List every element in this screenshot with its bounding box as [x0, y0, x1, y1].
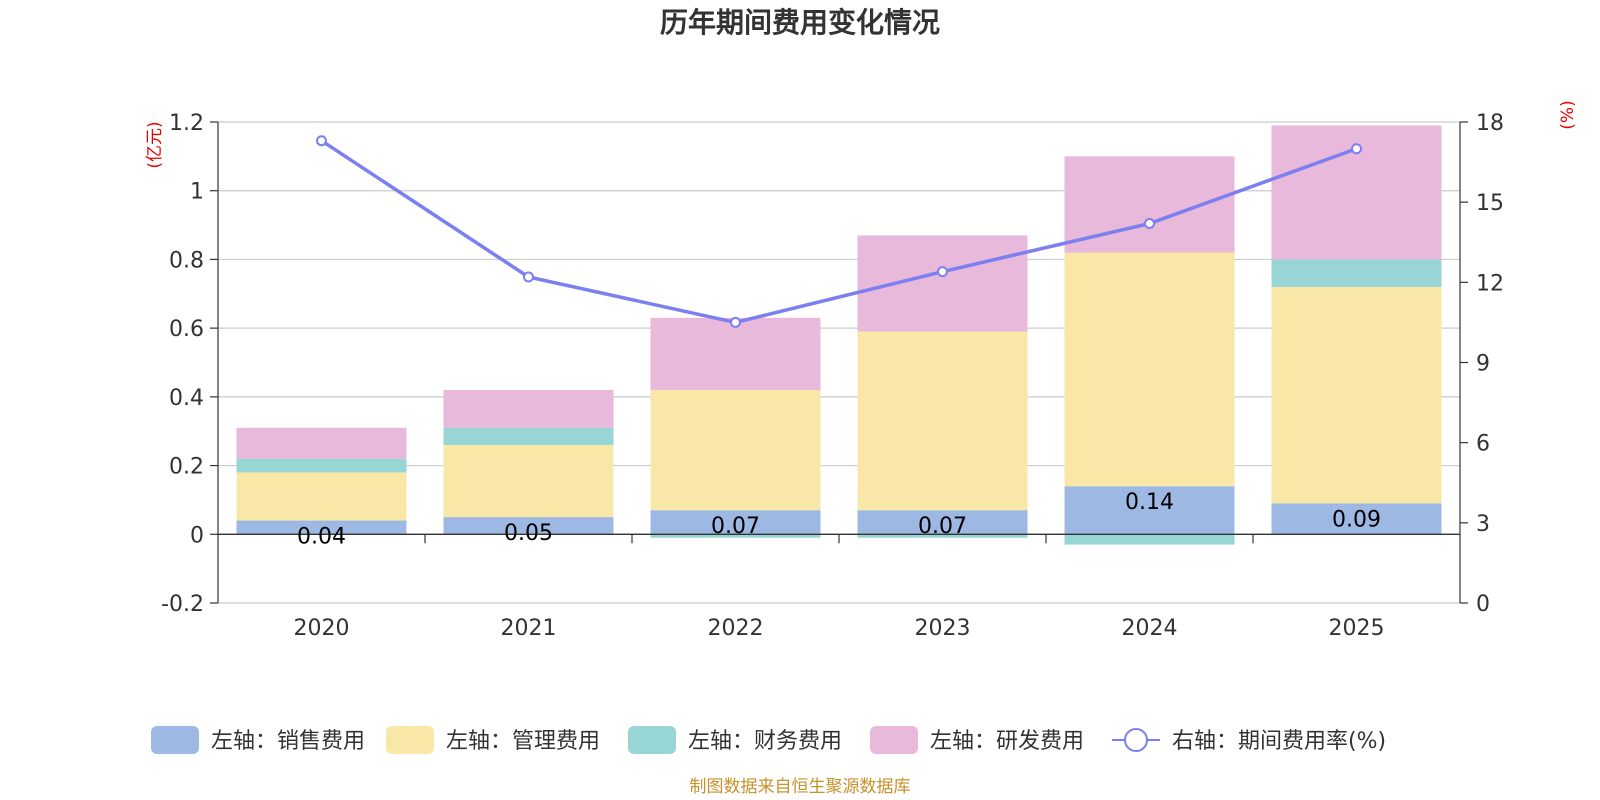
- bar-segment: [443, 389, 614, 428]
- data-label: 0.05: [504, 521, 553, 546]
- bar-segment: [857, 510, 1028, 535]
- line-point: [316, 135, 327, 147]
- left-tick-label: -0.2: [161, 592, 204, 617]
- bar-segment: [650, 510, 821, 535]
- x-tick-label: 2021: [501, 616, 557, 641]
- right-tick-label: 6: [1476, 432, 1490, 457]
- left-tick-label: 1: [190, 180, 204, 205]
- bar-segment: [857, 534, 1028, 538]
- left-tick-label: 0.6: [169, 317, 204, 342]
- legend-label: 左轴：财务费用: [688, 729, 842, 754]
- label-layer: 0.04 0.05 0.07 0.07 0.14 0.09: [297, 490, 1381, 549]
- line-point: [937, 266, 948, 278]
- line-point: [1144, 218, 1155, 230]
- bar-segment: [650, 534, 821, 538]
- bar-segment: [1064, 486, 1235, 535]
- right-tick-label: 18: [1476, 111, 1504, 136]
- x-tick-label: 2020: [294, 616, 350, 641]
- line-point: [730, 316, 741, 328]
- right-tick-label: 15: [1476, 191, 1504, 216]
- legend-label: 右轴：期间费用率(%): [1172, 729, 1386, 754]
- line-series: [320, 139, 1358, 325]
- left-tick-label: 0: [190, 523, 204, 548]
- x-tick-label: 2023: [915, 616, 971, 641]
- x-tick-label: 2024: [1122, 616, 1178, 641]
- bar-segment: [236, 458, 407, 473]
- line-point: [523, 271, 534, 283]
- data-label: 0.04: [297, 525, 346, 550]
- bar-layer: [236, 125, 1442, 545]
- chart-title: 历年期间费用变化情况: [660, 6, 940, 39]
- legend-swatch: [628, 726, 676, 754]
- legend-swatch: [870, 726, 918, 754]
- bar-segment: [236, 472, 407, 521]
- legend-marker: [1124, 728, 1148, 752]
- right-tick-label: 12: [1476, 271, 1504, 296]
- data-label: 0.07: [918, 514, 967, 539]
- bar-segment: [857, 331, 1028, 511]
- line-point: [1351, 143, 1362, 155]
- bar-segment: [1064, 534, 1235, 545]
- right-tick-label: 9: [1476, 352, 1490, 377]
- left-tick-label: 1.2: [169, 111, 204, 136]
- left-tick-label: 0.8: [169, 248, 204, 273]
- bar-segment: [443, 427, 614, 445]
- x-tick-label: 2022: [708, 616, 764, 641]
- bar-segment: [1271, 259, 1442, 287]
- bar-segment: [857, 235, 1028, 332]
- legend: 左轴：销售费用 左轴：管理费用 左轴：财务费用 左轴：研发费用 右轴：期间费用率(%): [151, 726, 1386, 754]
- source-note: 制图数据来自恒生聚源数据库: [690, 777, 911, 797]
- legend-label: 左轴：销售费用: [211, 729, 365, 754]
- bar-segment: [236, 427, 407, 459]
- legend-swatch: [386, 726, 434, 754]
- right-tick-label: 3: [1476, 512, 1490, 537]
- bar-segment: [1271, 503, 1442, 535]
- bar-segment: [236, 520, 407, 535]
- bar-segment: [1271, 286, 1442, 504]
- data-label: 0.09: [1332, 507, 1381, 532]
- bar-segment: [1064, 252, 1235, 487]
- legend-label: 左轴：管理费用: [446, 729, 600, 754]
- left-tick-label: 0.2: [169, 455, 204, 480]
- right-axis-unit: (%): [1558, 100, 1578, 129]
- left-axis-unit: (亿元): [145, 121, 165, 168]
- bar-segment: [443, 444, 614, 518]
- bar-segment: [650, 317, 821, 390]
- axis-layer: -0.2 0 0.2 0.4 0.6 0.8 1 1.2 0 3 6 9 12 15 18 2020 2021 2…: [161, 111, 1504, 641]
- legend-swatch: [151, 726, 199, 754]
- bar-segment: [650, 389, 821, 511]
- bar-segment: [443, 517, 614, 535]
- left-tick-label: 0.4: [169, 386, 204, 411]
- line-layer: [316, 135, 1362, 328]
- data-label: 0.07: [711, 514, 760, 539]
- data-label: 0.14: [1125, 490, 1174, 515]
- x-tick-label: 2025: [1329, 616, 1385, 641]
- legend-label: 左轴：研发费用: [930, 729, 1084, 754]
- right-tick-label: 0: [1476, 592, 1490, 617]
